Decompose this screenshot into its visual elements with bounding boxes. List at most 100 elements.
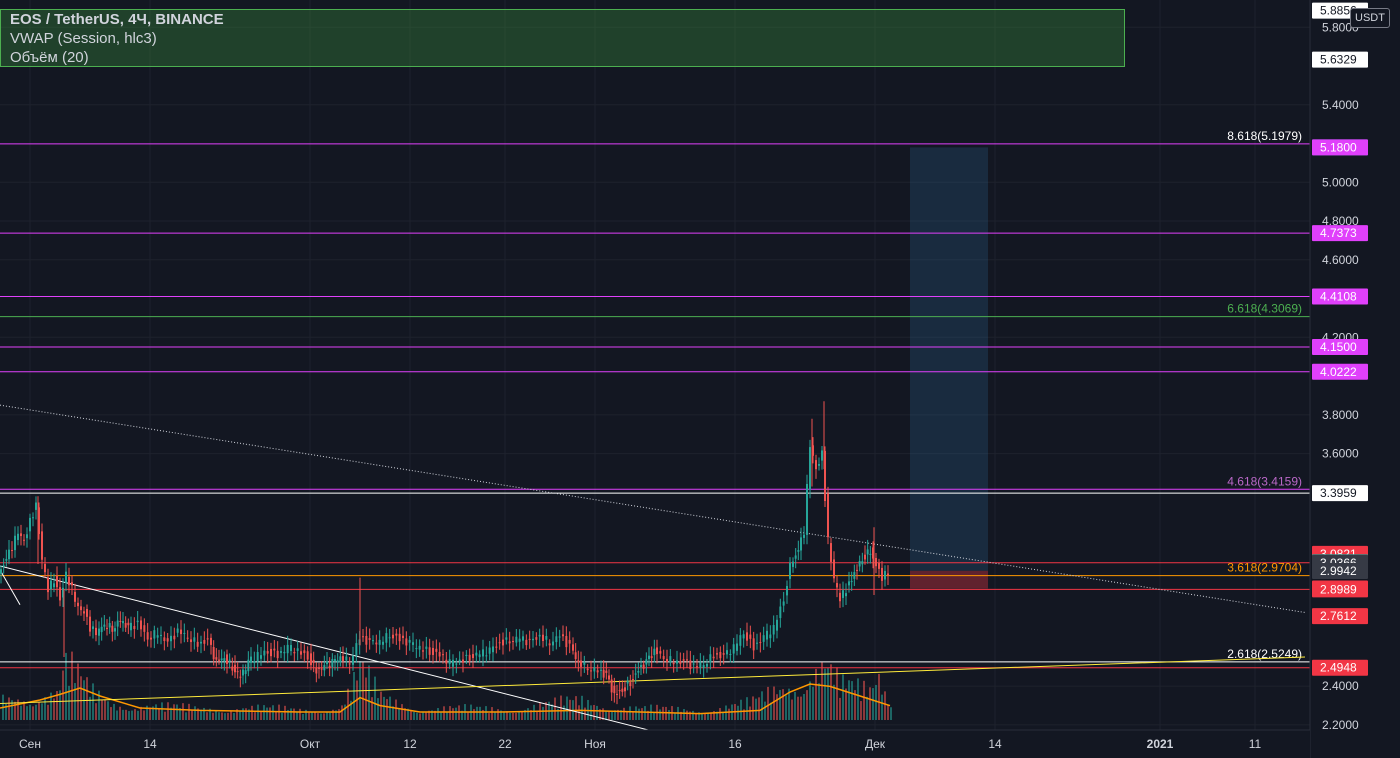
- volume-bar: [680, 711, 682, 720]
- candle-body: [228, 659, 231, 661]
- trendline-short[interactable]: [0, 569, 21, 605]
- volume-bar: [272, 705, 274, 720]
- trendline[interactable]: [0, 565, 721, 749]
- volume-bar: [86, 677, 88, 720]
- candle-body: [348, 663, 351, 665]
- volume-bar: [95, 703, 97, 720]
- volume-bar: [416, 712, 418, 720]
- volume-bar: [230, 711, 232, 720]
- candle-body: [637, 671, 640, 673]
- volume-bar: [398, 708, 400, 720]
- volume-bar: [695, 713, 697, 720]
- volume-bar: [440, 712, 442, 720]
- position-profit-zone[interactable]: [910, 147, 988, 571]
- price-label-box[interactable]: [1312, 485, 1368, 502]
- candle-body: [223, 658, 226, 662]
- candle-body: [372, 640, 374, 642]
- candle-body: [432, 647, 434, 655]
- volume-bar: [770, 702, 772, 720]
- symbol-title[interactable]: EOS / TetherUS, 4Ч, BINANCE: [10, 11, 224, 28]
- price-label-box[interactable]: [1312, 581, 1368, 598]
- price-label-box[interactable]: [1312, 562, 1368, 579]
- volume-bar: [701, 713, 703, 720]
- candle-body: [352, 655, 354, 665]
- candle-body: [830, 543, 832, 562]
- candle-body: [80, 606, 82, 611]
- price-tick-label: 5.0000: [1322, 175, 1359, 189]
- candle-body: [375, 642, 378, 645]
- candle-body: [621, 688, 624, 692]
- time-tick-label: 16: [728, 737, 742, 751]
- candle-body: [821, 450, 823, 461]
- fibonacci-levels[interactable]: 8.618(5.1979) 6.618(4.3069) 4.618(3.4159) 3…: [0, 129, 1310, 749]
- volume-bar: [599, 709, 601, 720]
- candle-body: [318, 667, 320, 669]
- long-position-tool[interactable]: [910, 147, 988, 589]
- time-axis-background: [0, 730, 1310, 758]
- candle-body: [425, 646, 428, 649]
- candle-body: [858, 560, 861, 567]
- volume-bar: [224, 713, 226, 720]
- candle-body: [565, 636, 568, 648]
- candle-body: [752, 638, 755, 651]
- candle-body: [836, 583, 838, 588]
- price-label-text: 3.3959: [1320, 486, 1357, 500]
- candle-body: [170, 635, 172, 642]
- volume-bar: [461, 710, 463, 720]
- volume-bar: [227, 712, 229, 720]
- volume-bar: [35, 704, 37, 720]
- price-label-box[interactable]: [1312, 139, 1368, 156]
- candle-body: [645, 659, 648, 665]
- candle-body: [596, 670, 599, 673]
- price-label-box[interactable]: [1312, 608, 1368, 625]
- volume-bar: [365, 677, 367, 720]
- trendline[interactable]: [0, 404, 1306, 613]
- candle-body: [290, 645, 292, 652]
- candle-body: [853, 572, 856, 579]
- price-label-box[interactable]: [1312, 288, 1368, 305]
- price-label-box[interactable]: [1312, 363, 1368, 380]
- candle-body: [452, 659, 454, 667]
- price-label-box[interactable]: [1312, 659, 1368, 676]
- candle-body: [116, 620, 119, 627]
- volume-bar: [716, 711, 718, 720]
- position-loss-zone[interactable]: [910, 570, 988, 589]
- volume-bar: [455, 707, 457, 720]
- currency-button[interactable]: USDT: [1350, 8, 1390, 28]
- time-axis[interactable]: Сен 14 Окт 12 22 Ноя 16 Дек 14 2021 11: [0, 729, 1310, 758]
- volume-bar: [269, 707, 271, 720]
- price-label-box[interactable]: [1312, 51, 1368, 68]
- volume-bar: [131, 710, 133, 720]
- candle-body: [769, 634, 772, 639]
- candle-body: [83, 611, 85, 614]
- candle-body: [485, 655, 488, 657]
- volume-bar: [167, 702, 169, 720]
- price-label-box[interactable]: [1312, 225, 1368, 242]
- volume-bar: [674, 713, 676, 720]
- candle-body: [382, 641, 384, 645]
- candle-body: [392, 634, 394, 639]
- candle-body: [505, 637, 508, 640]
- vwap-indicator-label[interactable]: VWAP (Session, hlc3): [10, 30, 157, 47]
- candle-body: [786, 585, 788, 596]
- volume-bar: [302, 713, 304, 720]
- volume-bar: [53, 698, 55, 720]
- price-label-box[interactable]: [1312, 338, 1368, 355]
- candle-body: [226, 654, 228, 664]
- price-axis[interactable]: 5.80005.40005.00004.80004.60004.20003.80…: [1309, 0, 1400, 758]
- time-tick-label: 14: [988, 737, 1002, 751]
- volume-bar: [29, 704, 31, 720]
- trendline[interactable]: [0, 656, 1306, 705]
- volume-bar: [218, 712, 220, 720]
- volume-bar: [263, 705, 265, 720]
- trendlines[interactable]: [0, 404, 1306, 749]
- volume-bar: [5, 703, 7, 720]
- volume-bar: [563, 705, 565, 720]
- candle-body: [306, 651, 309, 660]
- volume-bar: [866, 696, 868, 720]
- volume-bar: [344, 704, 346, 720]
- volume-bar: [200, 709, 202, 720]
- volume-bar: [824, 668, 826, 720]
- volume-indicator-label[interactable]: Объём (20): [10, 49, 89, 66]
